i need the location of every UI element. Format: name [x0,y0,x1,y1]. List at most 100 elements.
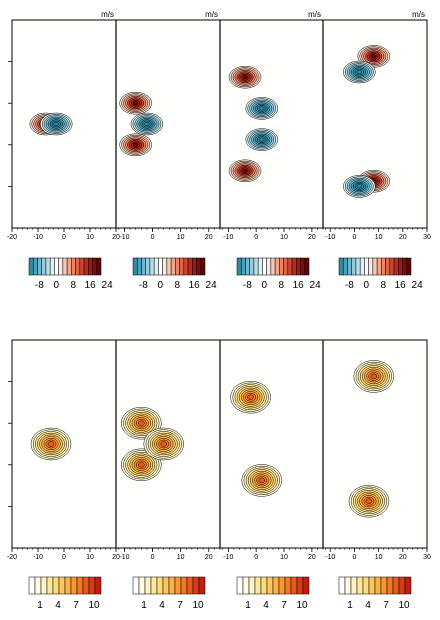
x-tick-label: 20 [205,234,213,241]
contour-level [133,142,139,147]
colorbar-label: 8 [380,280,386,291]
colorbar-label: 16 [85,280,97,291]
contour-level [47,441,55,447]
contour-level [356,70,362,74]
x-tick-label: 10 [177,234,185,241]
colorbar-swatch [381,257,386,276]
x-tick-label: 0 [352,234,356,241]
colorbar-swatch [253,257,259,276]
colorbar-swatch [257,257,263,276]
colorbar-label: 8 [174,280,180,291]
colorbar-swatch [254,576,262,595]
contour-level [365,498,373,504]
colorbar-swatch [150,576,158,595]
contour-level [138,420,145,426]
colorbar-swatch [88,257,93,276]
colorbar-swatch [245,257,250,276]
colorbar: -8 0 8 16 24 [28,257,113,291]
colorbar: 1 4 7 10 [28,576,102,611]
colorbar-swatch [350,576,358,595]
colorbar-swatch [41,257,47,276]
x-tick-label: 20 [112,554,120,561]
colorbar-swatch [376,257,382,276]
x-tick-label: 20 [112,234,120,241]
x-tick-label: 10 [375,234,383,241]
colorbar: 1 4 7 10 [338,576,412,611]
x-tick-label: 0 [62,554,66,561]
colorbar-swatch [168,576,176,595]
colorbar-label: 4 [159,600,165,611]
contour-level [138,462,145,468]
colorbar-label: -8 [243,280,252,291]
colorbar-swatch [198,576,206,595]
x-tick-label: -10 [325,554,335,561]
colorbar-swatch [96,257,102,276]
colorbar-label: 8 [278,280,284,291]
colorbar-swatch [158,257,163,276]
colorbar-swatch [174,576,182,595]
colorbar-swatch [132,576,140,595]
colorbar-swatch [92,257,98,276]
x-tick-label: 0 [254,554,258,561]
panel-1-contours [29,112,73,136]
top-row-wind-speed-plots: -20 -10 0 10 20 -10 0 10 20 -10 0 10 20 -10 0 10 20 30m/s… [7,10,431,291]
contour-level [160,441,168,447]
colorbar-label: 10 [192,600,204,611]
colorbar-swatch [249,257,255,276]
colorbar-label: -8 [139,280,148,291]
colorbar-label: 7 [73,600,79,611]
x-tick-label: 20 [308,554,316,561]
colorbar-swatch [94,576,102,595]
colorbar-label: 0 [158,280,164,291]
colorbar: -8 0 8 16 24 [132,257,218,291]
x-tick-label: 0 [151,234,155,241]
x-tick-label: 0 [62,234,66,241]
x-tick-label: 30 [423,234,431,241]
colorbar-swatch [279,257,284,276]
colorbar-swatch [392,576,400,595]
panel-2-contours [119,91,164,157]
colorbar-swatch [70,576,78,595]
colorbar-swatch [355,257,361,276]
colorbar-label: 0 [364,280,370,291]
colorbar-label: 16 [293,280,305,291]
contour-level [356,184,362,189]
colorbar-swatch [145,257,151,276]
colorbar-swatch [300,257,306,276]
colorbar-label: 1 [37,600,43,611]
colorbar-swatch [79,257,85,276]
colorbar-swatch [192,576,200,595]
x-tick-label: 10 [86,234,94,241]
colorbar-swatch [153,257,159,276]
colorbar-swatch [52,576,60,595]
colorbar-swatch [266,576,274,595]
colorbar-swatch [406,257,412,276]
colorbar-swatch [200,257,206,276]
colorbar-label: 24 [412,280,424,291]
colorbar-swatch [183,257,189,276]
colorbar-label: 1 [347,600,353,611]
x-tick-label: -10 [119,234,129,241]
bottom-row-plots: -20 -10 0 10 20 -10 0 10 20 -10 0 10 20 -10 0 10 20 301 4 7… [7,339,431,611]
colorbar-label: 24 [206,280,218,291]
colorbar-swatch [34,576,42,595]
colorbar-label: 8 [70,280,76,291]
colorbar-swatch [236,576,244,595]
colorbar-swatch [166,257,172,276]
contour-level [242,168,248,173]
colorbar-swatch [162,576,170,595]
colorbar-label: 10 [88,600,100,611]
x-tick-label: 10 [280,554,288,561]
colorbar-label: 10 [296,600,308,611]
colorbar-label: 4 [55,600,61,611]
x-tick-label: 20 [308,234,316,241]
colorbar-swatch [242,576,250,595]
colorbar-label: 0 [54,280,60,291]
colorbar-label: 7 [383,600,389,611]
x-tick-label: 10 [280,234,288,241]
colorbar-swatch [49,257,55,276]
colorbar-swatch [272,576,280,595]
colorbar-swatch [266,257,272,276]
x-tick-label: -10 [223,234,233,241]
